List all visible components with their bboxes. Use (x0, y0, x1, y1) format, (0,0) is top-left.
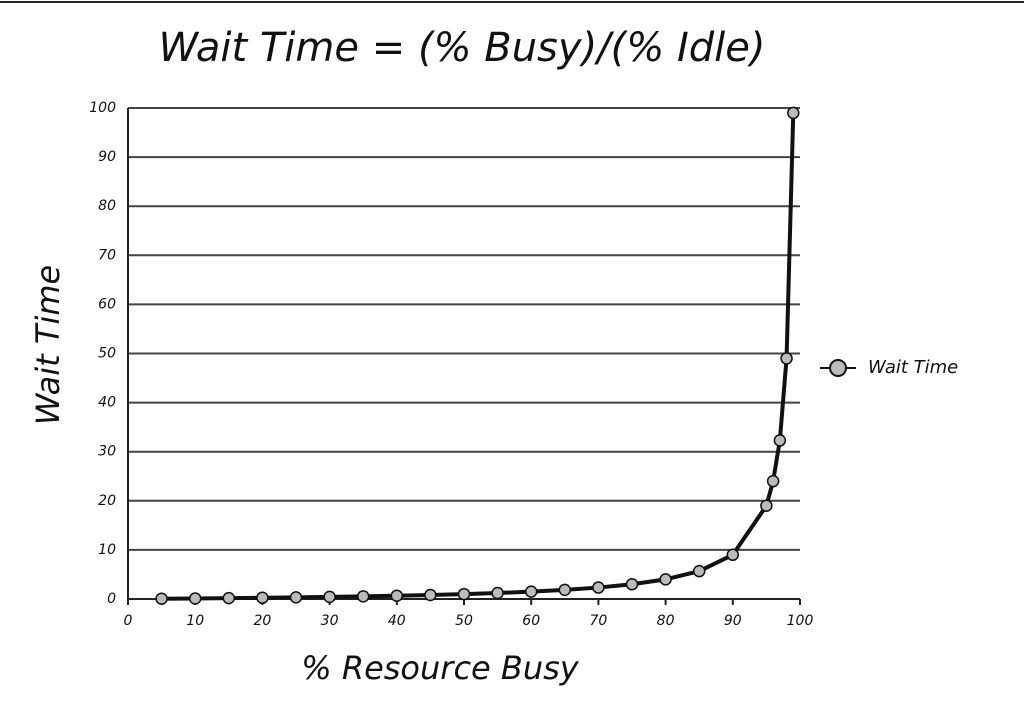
y-tick-label: 100 (89, 100, 116, 116)
data-point (592, 581, 605, 594)
data-point (625, 578, 639, 591)
data-point (558, 583, 572, 597)
x-tick-label: 40 (388, 613, 406, 629)
data-point (457, 587, 471, 601)
y-tick-label: 60 (98, 296, 116, 312)
x-tick-label: 50 (455, 613, 473, 629)
y-tick-label: 30 (98, 444, 116, 460)
x-axis-label: % Resource Busy (301, 649, 580, 687)
x-tick-label: 30 (321, 613, 339, 629)
data-point (766, 474, 780, 488)
data-point (222, 591, 236, 605)
y-tick-label: 0 (107, 591, 116, 607)
chart-title: Wait Time = (% Busy)/(% Idle) (158, 25, 765, 71)
y-axis-label: Wait Time (29, 265, 67, 425)
y-tick-label: 70 (98, 247, 116, 263)
x-tick-label: 80 (657, 613, 675, 629)
data-point (390, 589, 404, 602)
y-tick-label: 20 (98, 493, 116, 509)
x-tick-label: 20 (253, 613, 271, 629)
data-point (773, 434, 787, 447)
data-point (323, 590, 336, 604)
data-point (787, 106, 800, 120)
data-point (524, 585, 538, 598)
data-point (780, 352, 793, 365)
y-tick-label: 80 (98, 198, 116, 214)
data-point (491, 586, 504, 600)
y-tick-label: 50 (98, 346, 116, 362)
data-point (726, 548, 740, 562)
series-line (161, 112, 796, 601)
x-tick-label: 0 (124, 613, 133, 629)
data-point (692, 564, 706, 578)
data-point (188, 592, 202, 605)
y-tick-label: 40 (98, 395, 116, 411)
y-tick-label: 10 (98, 542, 116, 558)
x-tick-label: 10 (186, 613, 204, 629)
data-point (760, 499, 773, 512)
x-tick-label: 60 (522, 613, 540, 629)
legend-label: Wait Time (868, 357, 958, 378)
data-point (256, 591, 269, 605)
x-tick-label: 70 (589, 613, 607, 629)
x-tick-label: 90 (724, 613, 742, 629)
data-point (289, 591, 303, 604)
x-tick-label: 100 (787, 613, 814, 629)
data-point (424, 588, 437, 602)
y-tick-label: 90 (98, 149, 116, 165)
data-point (356, 590, 370, 603)
data-point (155, 592, 168, 606)
legend-marker (829, 359, 847, 377)
data-point (659, 573, 672, 586)
